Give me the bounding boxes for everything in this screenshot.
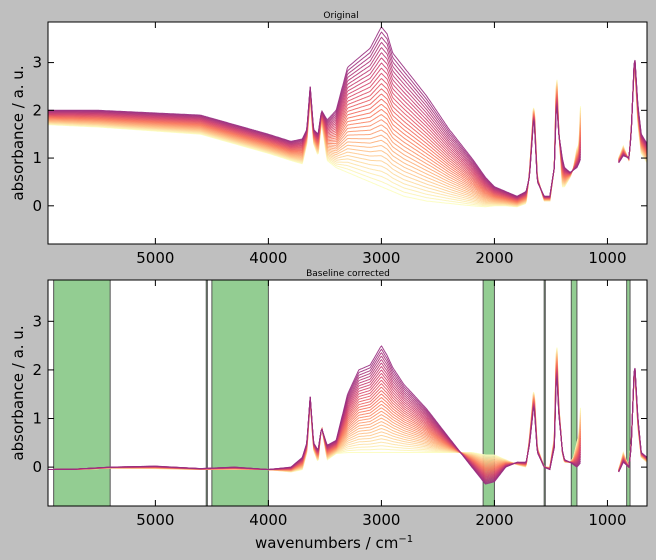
baseline-spectrum-32 (48, 345, 647, 485)
plot-baseline-corrected: Baseline corrected 5000 4000 3000 2000 1000 … (9, 269, 648, 529)
x-axis-label: wavenumbers / cm−1 (255, 534, 413, 552)
original-ytick-label-2: 2 (32, 101, 42, 119)
plot-baseline-title: Baseline corrected (306, 269, 390, 279)
original-xtick-label-4000: 4000 (249, 249, 287, 267)
baseline-ytick-label-0: 0 (32, 458, 42, 476)
baseline-region-1 (53, 279, 111, 507)
original-ytick-label-0: 0 (32, 197, 42, 215)
plot-original-xticks: 5000 4000 3000 2000 1000 (136, 22, 627, 267)
plot-baseline-lines (48, 345, 647, 485)
plot-original-lines (48, 26, 647, 208)
plot-original: Original 5000 4000 3000 2000 1000 0 1 2 3 absor… (9, 11, 648, 267)
plot-original-frame (47, 21, 648, 245)
plot-baseline-frame (47, 279, 648, 507)
plot-baseline-xticks: 5000 4000 3000 2000 1000 (136, 280, 627, 529)
baseline-ytick-label-1: 1 (32, 410, 42, 428)
plot-original-ylabel: absorbance / a. u. (9, 65, 27, 200)
baseline-ytick-label-3: 3 (32, 312, 42, 330)
baseline-xtick-label-3000: 3000 (362, 511, 400, 529)
baseline-region-3 (211, 279, 269, 507)
x-axis-label-main: wavenumbers / cm (255, 534, 398, 552)
baseline-xtick-label-1000: 1000 (588, 511, 626, 529)
baseline-xtick-label-4000: 4000 (249, 511, 287, 529)
original-xtick-label-5000: 5000 (136, 249, 174, 267)
baseline-region-6 (570, 279, 578, 507)
plot-original-area (48, 22, 647, 244)
x-axis-label-superscript: −1 (398, 534, 413, 545)
original-spectrum-32 (48, 26, 647, 197)
plot-original-title: Original (323, 11, 358, 21)
original-xtick-label-3000: 3000 (362, 249, 400, 267)
baseline-ytick-label-2: 2 (32, 361, 42, 379)
original-ytick-label-1: 1 (32, 149, 42, 167)
plot-baseline-ylabel: absorbance / a. u. (9, 325, 27, 460)
baseline-xtick-label-2000: 2000 (475, 511, 513, 529)
original-xtick-label-1000: 1000 (588, 249, 626, 267)
baseline-region-2 (205, 279, 208, 507)
original-ytick-label-3: 3 (32, 54, 42, 72)
plot-baseline-yticks: 0 1 2 3 (32, 312, 647, 476)
original-xtick-label-2000: 2000 (475, 249, 513, 267)
plot-original-yticks: 0 1 2 3 (32, 54, 647, 215)
plot-baseline-area (48, 280, 647, 506)
baseline-region-5 (543, 279, 546, 507)
baseline-xtick-label-5000: 5000 (136, 511, 174, 529)
baseline-region-7 (626, 279, 631, 507)
